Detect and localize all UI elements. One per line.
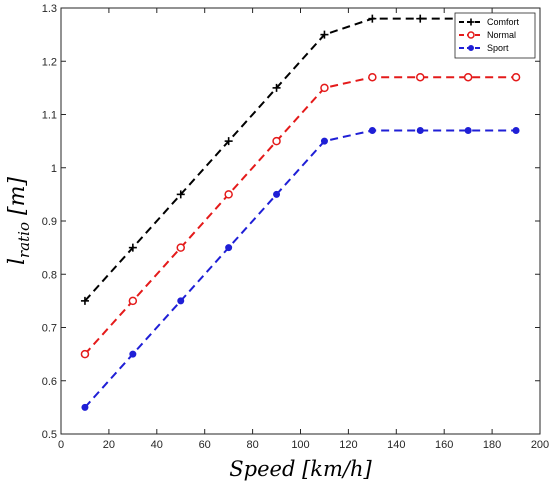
plus-marker <box>80 296 89 305</box>
x-tick-label: 200 <box>531 439 549 451</box>
y-tick-label: 0.9 <box>42 216 57 228</box>
plus-marker <box>368 14 377 23</box>
series-normal <box>80 72 521 359</box>
legend-item-sport: Sport <box>459 43 509 53</box>
circle-marker <box>128 296 138 306</box>
dot-marker <box>368 126 376 134</box>
y-axis-label-main: l <box>5 258 30 265</box>
legend: Comfort Normal Sport <box>454 12 536 59</box>
x-tick-label: 40 <box>151 439 163 451</box>
x-tick-label: 100 <box>291 439 309 451</box>
y-axis: 0.5 0.6 0.7 0.8 0.9 1 1.1 1.2 1.3 <box>42 3 540 441</box>
y-tick-label: 0.6 <box>42 376 57 388</box>
dot-marker <box>416 126 424 134</box>
circle-marker <box>416 72 425 82</box>
y-tick-label: 1.1 <box>42 110 57 122</box>
y-tick-label: 1.2 <box>42 56 57 68</box>
circle-marker <box>320 83 329 93</box>
y-axis-label: lratio [m] <box>5 177 33 265</box>
legend-label: Sport <box>487 43 509 53</box>
plus-marker <box>176 190 185 199</box>
x-tick-label: 180 <box>483 439 501 451</box>
y-axis-label-unit: [m] <box>5 177 30 222</box>
legend-label: Normal <box>487 30 516 40</box>
dot-marker <box>512 126 520 134</box>
plus-marker <box>467 18 475 26</box>
legend-item-normal: Normal <box>459 30 516 40</box>
x-tick-label: 120 <box>339 439 357 451</box>
plus-marker <box>224 137 233 146</box>
circle-marker <box>368 72 377 82</box>
circle-marker <box>511 72 521 82</box>
x-tick-label: 80 <box>246 439 258 451</box>
series-line <box>84 76 517 355</box>
plot-area <box>60 7 541 435</box>
x-axis: 0 20 40 60 80 100 120 140 160 180 200 <box>58 8 549 451</box>
legend-item-comfort: Comfort <box>459 17 520 27</box>
plus-marker <box>320 30 329 39</box>
y-axis-label-sub: ratio <box>15 222 33 258</box>
circle-marker <box>463 72 473 82</box>
y-tick-label: 0.7 <box>42 323 57 335</box>
dot-marker <box>129 350 137 358</box>
dot-marker <box>177 297 185 305</box>
series-layer <box>80 14 521 411</box>
x-tick-label: 20 <box>103 439 115 451</box>
series-line <box>84 129 517 409</box>
x-tick-label: 60 <box>199 439 211 451</box>
series-sport <box>81 126 520 411</box>
y-tick-label: 1 <box>51 163 57 175</box>
x-tick-label: 140 <box>387 439 405 451</box>
dot-marker <box>464 126 472 134</box>
plus-marker <box>272 83 281 92</box>
dot-marker <box>468 45 474 51</box>
dot-marker <box>81 403 89 411</box>
plus-marker <box>416 14 425 23</box>
circle-marker <box>467 31 475 39</box>
x-tick-label: 160 <box>435 439 453 451</box>
y-tick-label: 0.5 <box>42 429 57 441</box>
dot-marker <box>273 190 281 198</box>
circle-marker <box>272 136 281 146</box>
legend-label: Comfort <box>487 17 520 27</box>
x-axis-label: Speed [km/h] <box>229 457 372 481</box>
y-tick-label: 1.3 <box>42 3 57 15</box>
circle-marker <box>224 190 233 199</box>
plus-marker <box>128 243 137 252</box>
dot-marker <box>320 137 328 145</box>
y-tick-label: 0.8 <box>42 269 57 281</box>
circle-marker <box>80 349 90 359</box>
circle-marker <box>176 243 185 252</box>
x-tick-label: 0 <box>58 439 64 451</box>
series-line <box>84 17 517 302</box>
dot-marker <box>225 244 233 252</box>
